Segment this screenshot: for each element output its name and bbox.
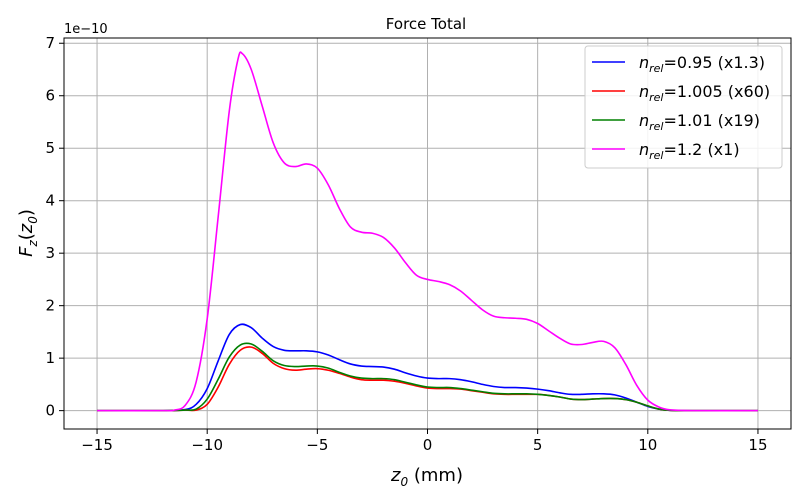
legend-label: nrel=1.005 (x60) bbox=[639, 82, 770, 104]
chart-title: Force Total bbox=[386, 15, 466, 33]
legend-label-symbol: n bbox=[639, 140, 649, 159]
series-line-1 bbox=[97, 323, 758, 412]
series-line-4 bbox=[97, 51, 758, 412]
y-tick-label: 6 bbox=[45, 87, 55, 105]
y-tick-label: 1 bbox=[45, 349, 55, 367]
x-axis-label: z0 (mm) bbox=[390, 465, 463, 489]
y-axis-label: Fz(z0) bbox=[16, 209, 40, 257]
legend-label: nrel=1.01 (x19) bbox=[639, 111, 760, 133]
x-tick-label: −15 bbox=[81, 436, 113, 454]
legend: nrel=0.95 (x1.3)nrel=1.005 (x60)nrel=1.0… bbox=[584, 45, 783, 169]
y-tick-label: 2 bbox=[45, 297, 55, 315]
y-tick-label: 0 bbox=[45, 402, 55, 420]
legend-label-subscript: rel bbox=[649, 62, 663, 75]
legend-label-value: =0.95 (x1.3) bbox=[664, 53, 766, 72]
x-tick-label: 0 bbox=[423, 436, 433, 454]
x-tick-label: −5 bbox=[306, 436, 328, 454]
legend-label-symbol: n bbox=[639, 53, 649, 72]
y-tick-label: 5 bbox=[45, 139, 55, 157]
legend-label-subscript: rel bbox=[649, 120, 663, 133]
legend-label-symbol: n bbox=[639, 82, 649, 101]
legend-label-symbol: n bbox=[639, 111, 649, 130]
ticks: −15 −10 −5 0 5 10 15 0 1 2 3 4 5 6 7 bbox=[45, 34, 767, 454]
y-tick-label: 3 bbox=[45, 244, 55, 262]
legend-label: nrel=1.2 (x1) bbox=[639, 140, 740, 162]
y-tick-label: 7 bbox=[45, 34, 55, 52]
series-line-3 bbox=[97, 342, 758, 412]
legend-label-value: =1.2 (x1) bbox=[664, 140, 740, 159]
y-tick-label: 4 bbox=[45, 192, 55, 210]
y-offset-label: 1e−10 bbox=[64, 22, 108, 37]
legend-label-value: =1.01 (x19) bbox=[664, 111, 760, 130]
legend-label-subscript: rel bbox=[649, 91, 663, 104]
x-tick-label: −10 bbox=[191, 436, 223, 454]
x-tick-label: 5 bbox=[533, 436, 543, 454]
x-tick-label: 10 bbox=[638, 436, 657, 454]
legend-label-value: =1.005 (x60) bbox=[664, 82, 771, 101]
legend-label-subscript: rel bbox=[649, 149, 663, 162]
series-lines bbox=[97, 51, 758, 412]
legend-box bbox=[584, 45, 783, 169]
legend-label: nrel=0.95 (x1.3) bbox=[639, 53, 765, 75]
x-tick-label: 15 bbox=[748, 436, 767, 454]
